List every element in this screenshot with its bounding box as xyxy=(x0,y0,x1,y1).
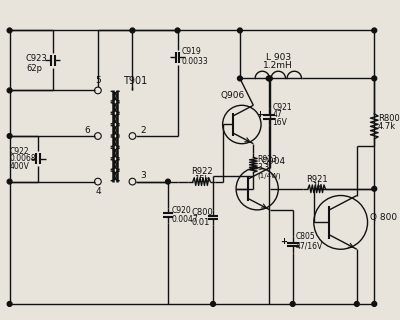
Circle shape xyxy=(372,28,377,33)
Circle shape xyxy=(238,28,242,33)
Text: 47/16V: 47/16V xyxy=(296,242,323,251)
Circle shape xyxy=(354,301,359,306)
Text: 0.0047: 0.0047 xyxy=(172,215,198,224)
Text: 62p: 62p xyxy=(26,64,42,73)
Text: 47: 47 xyxy=(272,110,282,119)
Text: Q904: Q904 xyxy=(262,157,286,166)
Text: L 903: L 903 xyxy=(266,53,291,62)
Text: Q 800: Q 800 xyxy=(370,213,398,222)
Circle shape xyxy=(130,28,135,33)
Text: C922: C922 xyxy=(10,147,29,156)
Text: C919: C919 xyxy=(181,47,201,56)
Text: 4: 4 xyxy=(95,187,101,196)
Circle shape xyxy=(7,179,12,184)
Circle shape xyxy=(372,76,377,81)
Circle shape xyxy=(166,179,170,184)
Circle shape xyxy=(7,134,12,139)
Text: (1/4W): (1/4W) xyxy=(257,172,281,179)
Text: C921: C921 xyxy=(272,103,292,112)
Text: 0.01: 0.01 xyxy=(192,218,210,227)
Text: 4.7k: 4.7k xyxy=(378,122,396,131)
Text: 1k: 1k xyxy=(312,182,322,191)
Text: 16V: 16V xyxy=(272,118,288,127)
Text: 1.2mH: 1.2mH xyxy=(264,61,293,70)
Circle shape xyxy=(372,301,377,306)
Text: C923: C923 xyxy=(26,54,48,63)
Text: +: + xyxy=(256,110,263,119)
Text: 0.0068: 0.0068 xyxy=(10,154,36,163)
Text: Q906: Q906 xyxy=(220,91,244,100)
Text: T901: T901 xyxy=(123,76,147,86)
Circle shape xyxy=(372,186,377,191)
Text: C800: C800 xyxy=(192,208,214,217)
Circle shape xyxy=(290,301,295,306)
Text: C805: C805 xyxy=(296,232,315,241)
Text: 2: 2 xyxy=(140,126,146,135)
Text: +: + xyxy=(280,237,287,246)
Circle shape xyxy=(7,88,12,93)
Text: R922: R922 xyxy=(191,167,212,177)
Circle shape xyxy=(266,76,271,81)
Circle shape xyxy=(268,76,272,81)
Circle shape xyxy=(238,76,242,81)
Circle shape xyxy=(211,301,216,306)
Text: 6: 6 xyxy=(84,126,90,135)
Circle shape xyxy=(7,28,12,33)
Circle shape xyxy=(7,301,12,306)
Text: 0.0033: 0.0033 xyxy=(181,57,208,66)
Text: 3.3: 3.3 xyxy=(257,163,269,172)
Text: 15k: 15k xyxy=(194,175,209,184)
Text: 5: 5 xyxy=(95,76,101,85)
Text: R921: R921 xyxy=(306,175,328,184)
Text: 400V: 400V xyxy=(10,162,30,171)
Text: R923: R923 xyxy=(257,156,277,164)
Text: R800: R800 xyxy=(378,114,400,123)
Circle shape xyxy=(175,28,180,33)
Text: C920: C920 xyxy=(172,206,192,215)
Text: 3: 3 xyxy=(140,171,146,180)
